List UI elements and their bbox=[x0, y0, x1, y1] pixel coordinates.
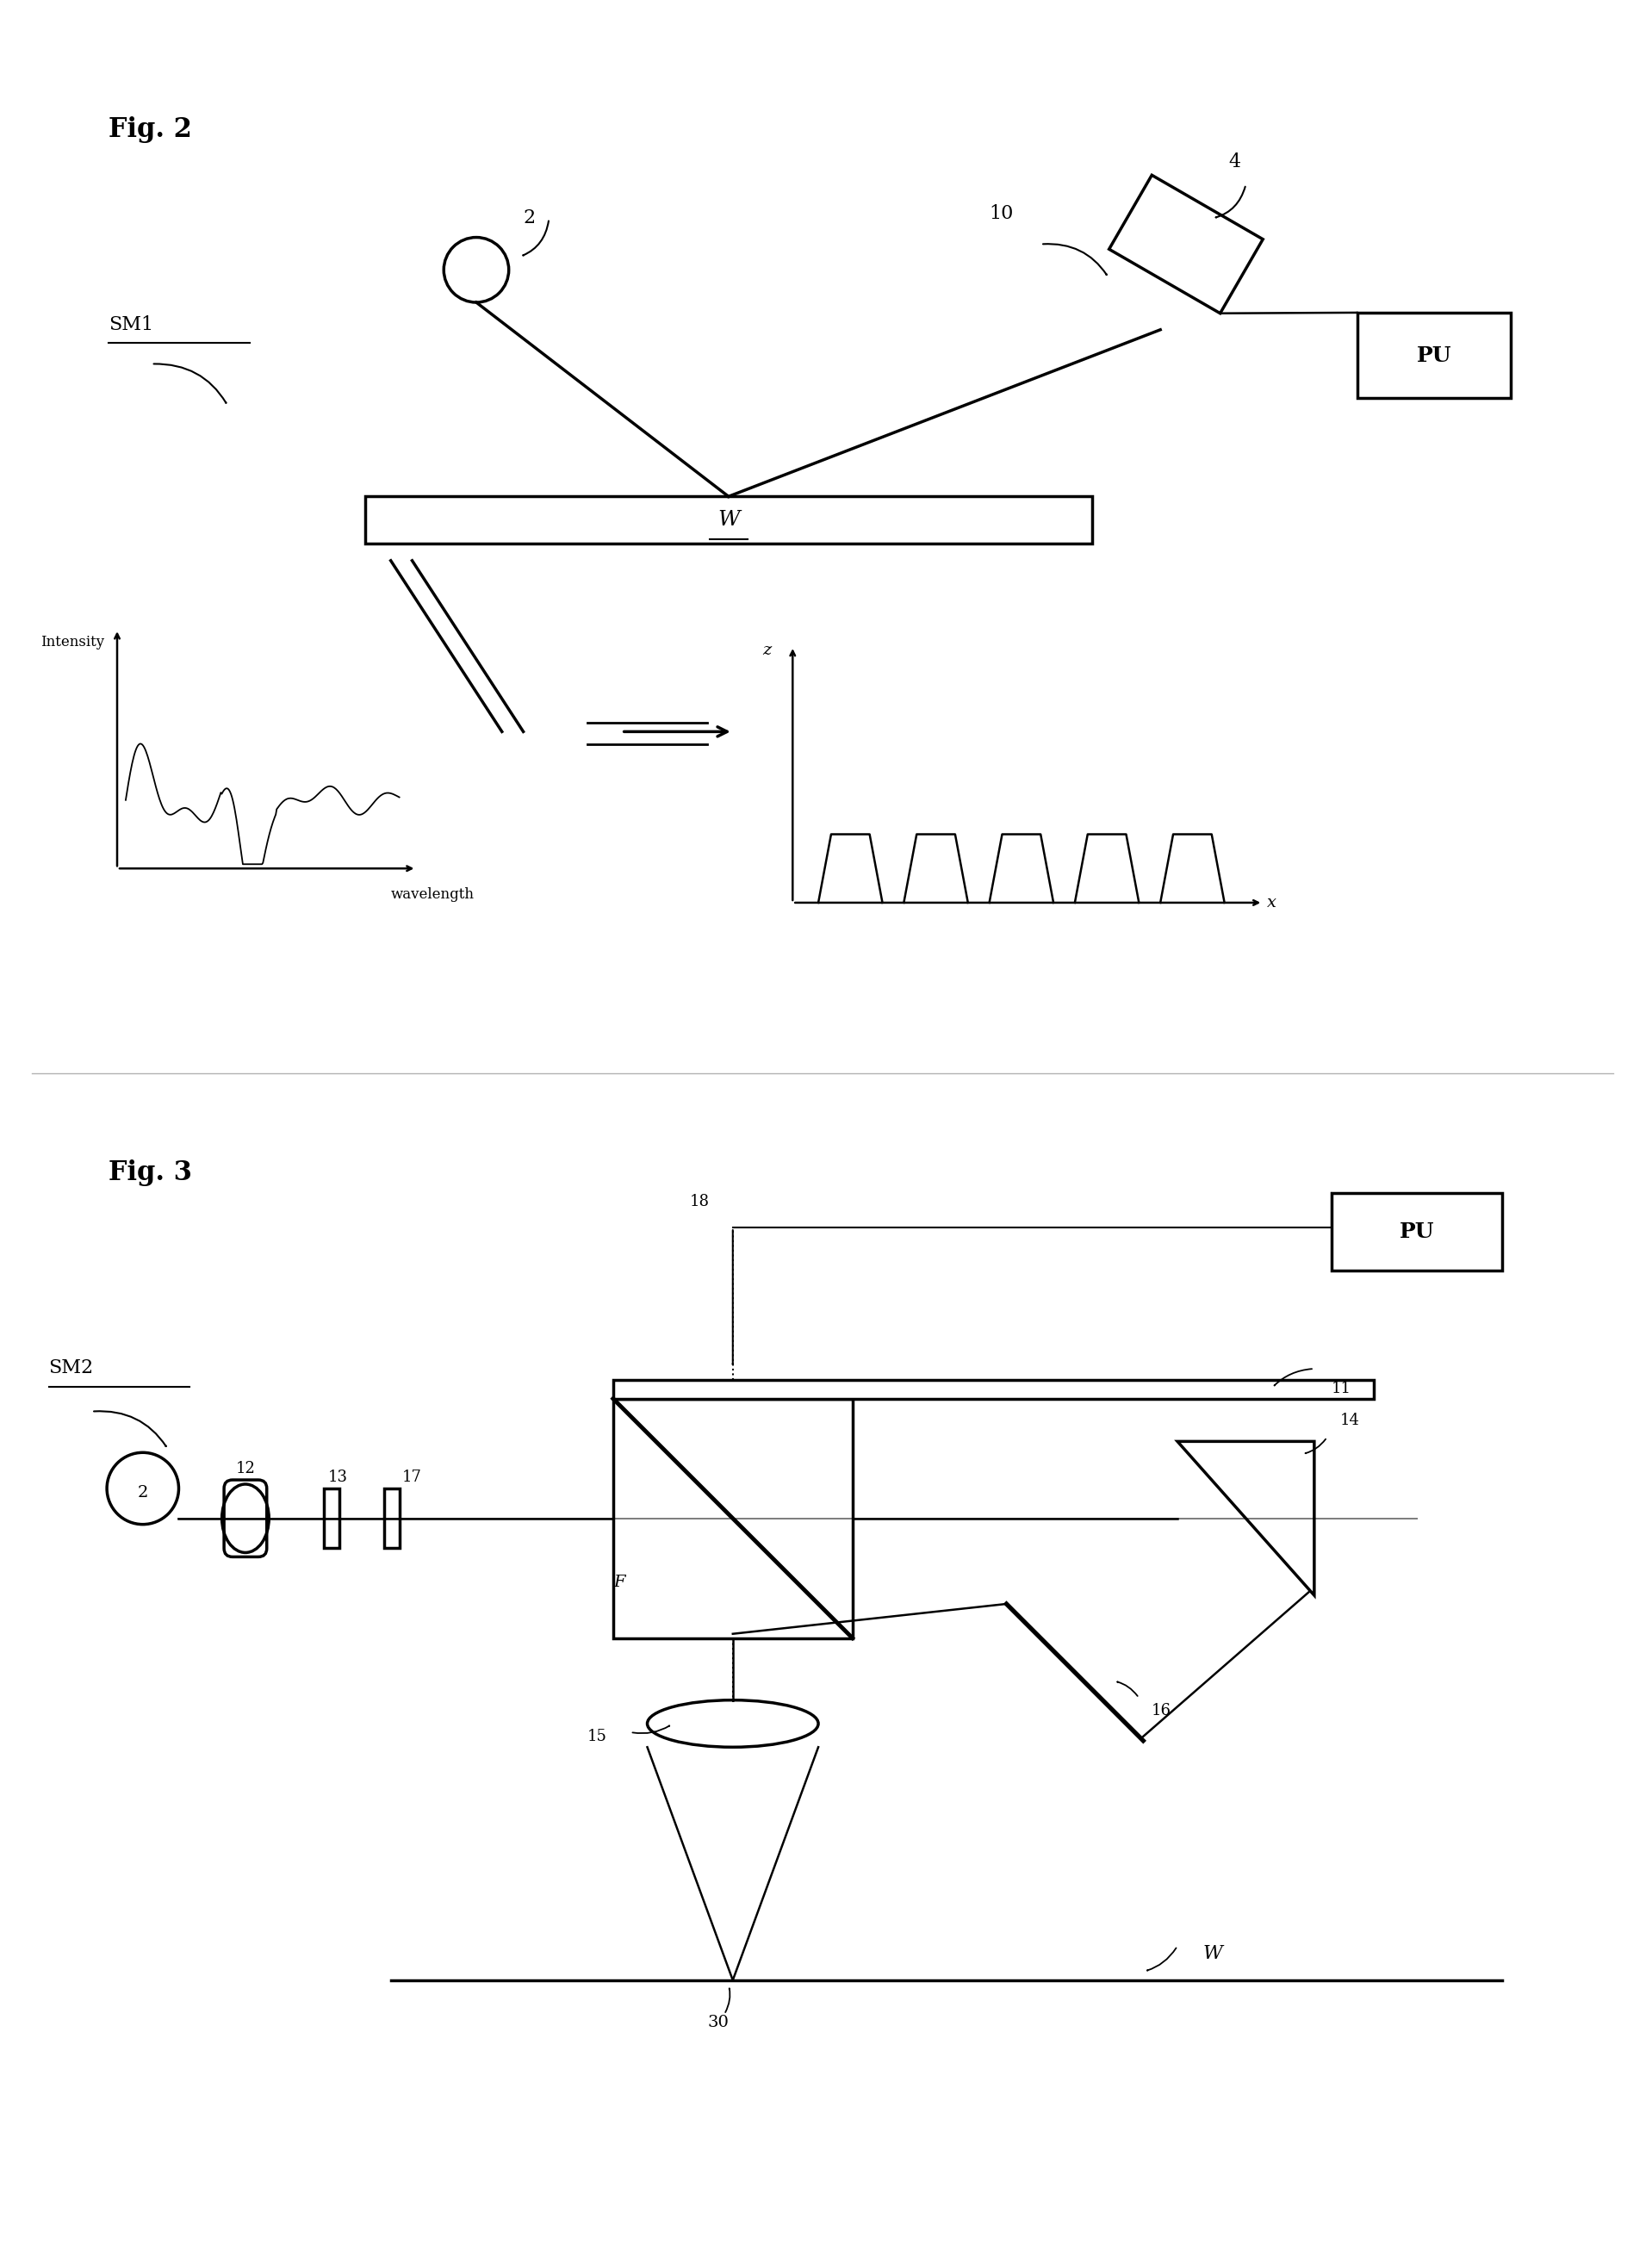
FancyArrowPatch shape bbox=[94, 1411, 167, 1445]
Bar bbox=[1356, 312, 1512, 398]
FancyArrowPatch shape bbox=[524, 222, 548, 256]
FancyArrowPatch shape bbox=[154, 364, 226, 403]
Bar bbox=[383, 1488, 400, 1547]
Text: W: W bbox=[1203, 1943, 1222, 1963]
Text: 2: 2 bbox=[524, 208, 535, 226]
Text: 13: 13 bbox=[327, 1470, 347, 1486]
Text: SM2: SM2 bbox=[50, 1359, 94, 1378]
Text: 14: 14 bbox=[1340, 1411, 1360, 1427]
Text: 30: 30 bbox=[707, 2015, 729, 2031]
Text: z: z bbox=[763, 642, 771, 658]
Text: Intensity: Intensity bbox=[40, 636, 104, 649]
FancyArrowPatch shape bbox=[1117, 1681, 1138, 1696]
Text: PU: PU bbox=[1399, 1221, 1434, 1242]
Text: 16: 16 bbox=[1151, 1703, 1171, 1719]
Text: 2: 2 bbox=[137, 1484, 149, 1500]
Text: 15: 15 bbox=[588, 1728, 608, 1744]
Text: PU: PU bbox=[1416, 346, 1452, 366]
Text: wavelength: wavelength bbox=[392, 887, 474, 903]
Text: x: x bbox=[1267, 896, 1277, 909]
Bar bbox=[1332, 1194, 1502, 1271]
FancyArrowPatch shape bbox=[1305, 1439, 1325, 1454]
Text: 17: 17 bbox=[403, 1470, 421, 1486]
Text: W: W bbox=[717, 511, 740, 529]
Text: Fig. 3: Fig. 3 bbox=[109, 1158, 192, 1185]
Text: 4: 4 bbox=[1229, 152, 1241, 172]
Bar bbox=[324, 1488, 339, 1547]
FancyArrowPatch shape bbox=[725, 1988, 730, 2013]
Text: F: F bbox=[613, 1574, 624, 1590]
Text: 11: 11 bbox=[1332, 1380, 1351, 1396]
FancyArrowPatch shape bbox=[633, 1726, 669, 1733]
Text: SM1: SM1 bbox=[109, 314, 154, 335]
FancyArrowPatch shape bbox=[1042, 244, 1107, 274]
Text: Fig. 2: Fig. 2 bbox=[109, 115, 192, 143]
FancyArrowPatch shape bbox=[1146, 1948, 1176, 1970]
Bar bbox=[365, 495, 1092, 543]
Text: 18: 18 bbox=[691, 1194, 710, 1210]
Text: 10: 10 bbox=[990, 204, 1014, 224]
Text: 12: 12 bbox=[236, 1461, 256, 1477]
Bar bbox=[613, 1380, 1374, 1398]
FancyArrowPatch shape bbox=[1216, 188, 1246, 217]
FancyArrowPatch shape bbox=[1274, 1369, 1312, 1384]
